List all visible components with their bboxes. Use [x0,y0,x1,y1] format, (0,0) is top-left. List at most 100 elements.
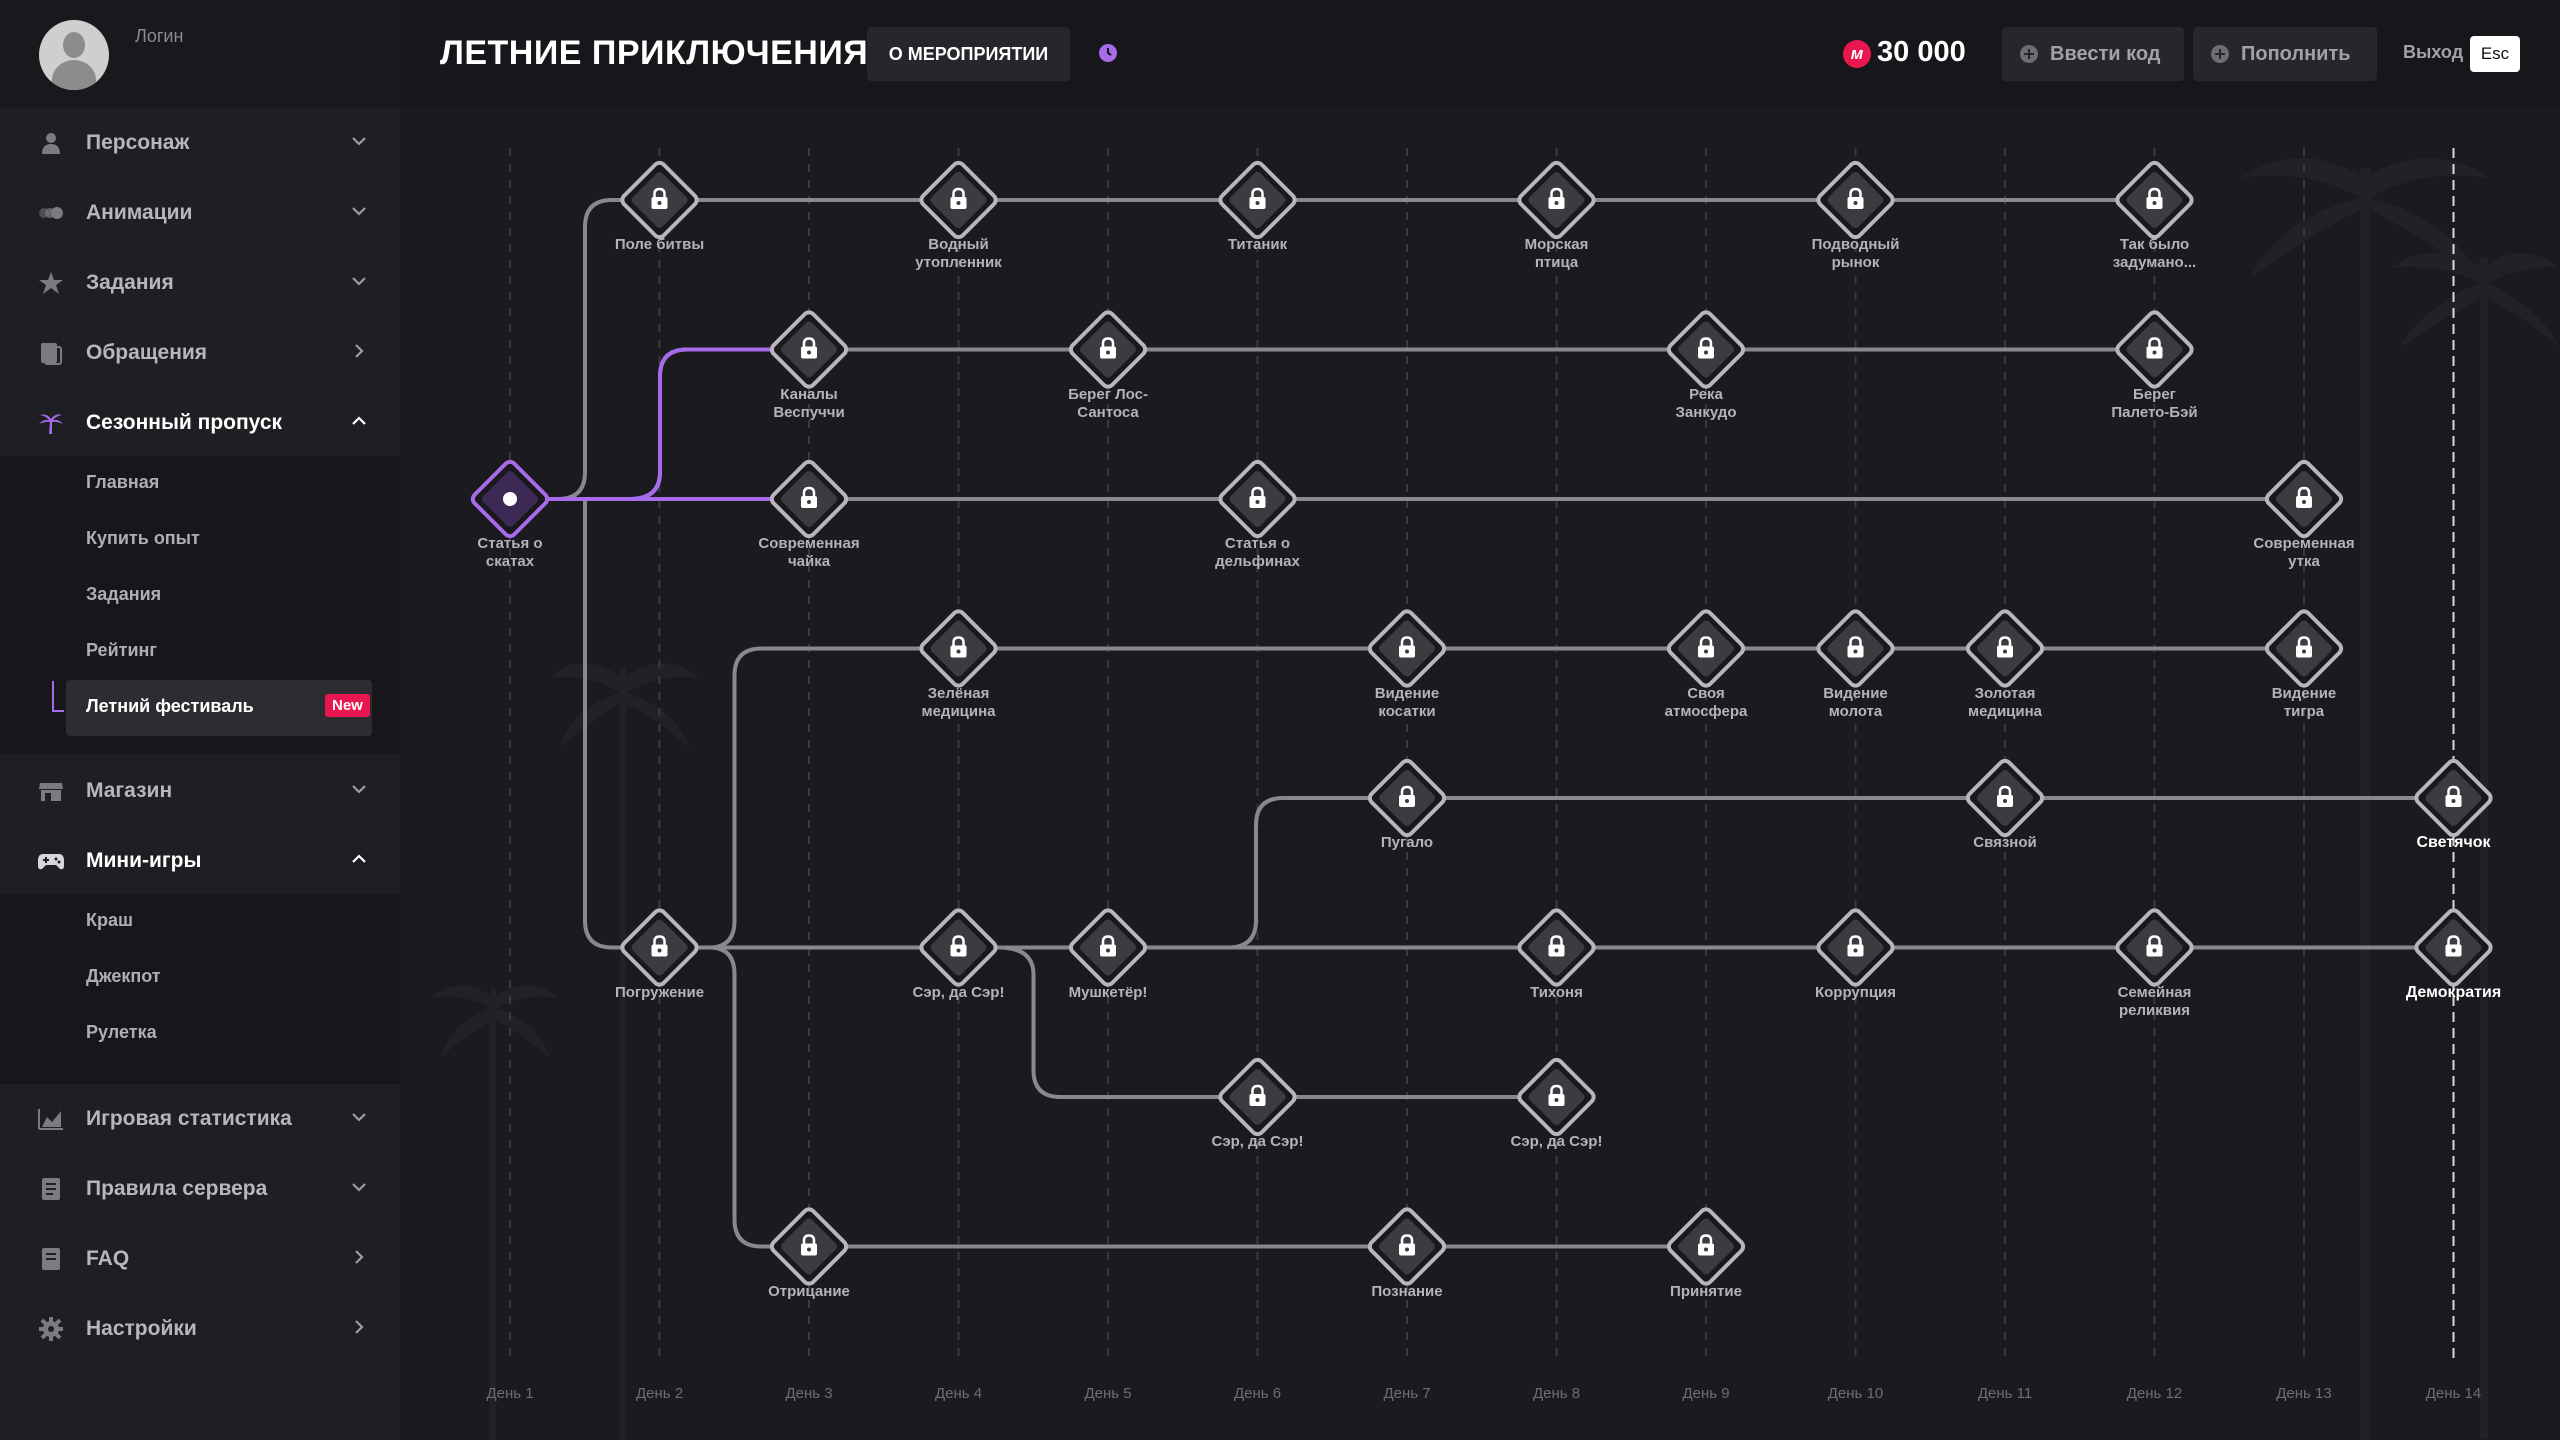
map-node-locked[interactable] [1816,160,1895,240]
node-label: Познание [1371,1282,1443,1300]
clock-icon[interactable] [1097,42,1119,64]
map-node-locked[interactable] [1666,310,1746,389]
submenu-item-crash[interactable]: Краш [86,910,133,930]
map-node-locked[interactable] [1218,459,1297,539]
node-label: Золотая медицина [1967,684,2043,720]
esc-key[interactable]: Esc [2470,36,2520,72]
map-node-locked[interactable] [620,160,699,240]
map-node-locked[interactable] [2115,160,2194,240]
sidebar-item-label: Игровая статистика [86,1107,292,1130]
submenu-item-summer-festival[interactable]: Летний фестиваль New [66,680,372,736]
enter-code-label: Ввести код [2050,43,2161,65]
map-node-locked[interactable] [1666,609,1746,688]
lock-icon [1847,636,1864,658]
sidebar-item-tasks[interactable]: Задания [0,250,400,316]
node-label: Титаник [1227,236,1288,253]
node-label: Погружение [614,983,705,1001]
lock-icon [1548,1084,1565,1106]
lock-icon [1698,636,1714,658]
map-node-locked[interactable] [2115,908,2194,987]
sidebar-item-minigames[interactable]: Мини-игры [0,828,400,894]
sidebar-item-tickets[interactable]: Обращения [0,320,400,386]
map-node-locked[interactable] [1517,908,1596,987]
person-icon [42,133,60,154]
animation-icon [39,207,63,219]
day-label: День 9 [1682,1385,1730,1402]
exit-label[interactable]: Выход [2403,42,2464,62]
node-label: Берег Палето-Бэй [2111,385,2198,421]
lock-icon [1847,187,1864,209]
sidebar-item-game-stats[interactable]: Игровая статистика [0,1086,400,1152]
map-node-locked[interactable] [1218,160,1297,240]
about-event-button[interactable]: О МЕРОПРИЯТИИ [867,27,1070,81]
map-node-locked[interactable] [919,609,998,688]
day-label: День 1 [486,1385,534,1402]
sidebar: Логин Персонаж Анимации Задания Обращени… [0,0,400,1440]
map-node-locked[interactable] [1666,1207,1746,1286]
map-node-locked[interactable] [919,908,998,987]
day-label: День 11 [1977,1385,2033,1402]
sidebar-item-animations[interactable]: Анимации [0,180,400,246]
plus-icon [2211,45,2229,63]
map-node-locked[interactable] [2414,908,2493,987]
lock-icon [1100,935,1116,957]
current-dot-icon [503,492,517,506]
palm-icon [39,414,63,434]
map-node-locked[interactable] [620,908,699,987]
top-up-button[interactable]: Пополнить [2193,27,2377,81]
chevron-right-icon [355,1320,364,1334]
map-node-locked[interactable] [1218,1057,1297,1137]
submenu-item-rating[interactable]: Рейтинг [86,640,157,660]
submenu-item-label: Летний фестиваль [86,696,254,716]
map-node-current[interactable] [470,459,550,539]
sidebar-item-server-rules[interactable]: Правила сервера [0,1156,400,1222]
node-label: Своя атмосфера [1664,684,1748,720]
palm-silhouettes [430,158,2560,1440]
map-node-locked[interactable] [1367,609,1447,688]
map-node-locked[interactable] [1517,160,1596,240]
map-node-locked[interactable] [1517,1057,1596,1137]
map-node-locked[interactable] [1965,758,2045,838]
sidebar-item-shop[interactable]: Магазин [0,758,400,824]
submenu-item-main[interactable]: Главная [86,472,160,492]
map-node-locked[interactable] [1068,908,1148,987]
map-node-locked[interactable] [919,160,998,240]
submenu-item-jackpot[interactable]: Джекпот [86,966,161,986]
map-node-locked[interactable] [1367,758,1447,838]
lock-icon [1399,1234,1415,1256]
chevron-down-icon [352,277,366,286]
submenu-item-roulette[interactable]: Рулетка [86,1022,157,1042]
chevron-down-icon [352,1183,366,1192]
map-node-locked[interactable] [769,1207,849,1286]
sidebar-item-faq[interactable]: FAQ [0,1226,400,1292]
map-node-locked[interactable] [769,310,849,389]
lock-icon [1548,935,1565,957]
sidebar-item-settings[interactable]: Настройки [0,1296,400,1362]
map-node-locked[interactable] [1965,609,2045,688]
map-node-locked[interactable] [1816,609,1895,688]
submenu-item-buy-xp[interactable]: Купить опыт [86,528,200,548]
map-node-locked[interactable] [2115,310,2194,389]
map-node-locked[interactable] [2414,758,2493,838]
settings-icon [39,1317,63,1341]
map-connection-path [709,945,1706,1249]
map-node-locked[interactable] [769,459,849,539]
map-node-locked[interactable] [1068,310,1148,389]
faq-icon [42,1248,60,1270]
avatar[interactable] [39,20,109,90]
sidebar-item-character[interactable]: Персонаж [0,110,400,176]
sidebar-item-season-pass[interactable]: Сезонный пропуск [0,390,400,456]
map-node-locked[interactable] [1367,1207,1447,1286]
node-label: Поле битвы [614,236,705,253]
map-node-locked[interactable] [1816,908,1895,987]
node-label: Отрицание [768,1282,850,1300]
enter-code-button[interactable]: Ввести код [2002,27,2184,81]
lock-icon [1399,785,1415,807]
star-icon [39,272,63,294]
day-label: День 14 [2425,1385,2482,1402]
map-node-locked[interactable] [2264,459,2344,539]
season-submenu: Главная Купить опыт Задания Рейтинг Летн… [0,456,400,754]
map-node-locked[interactable] [2264,609,2344,688]
submenu-item-tasks[interactable]: Задания [86,584,162,604]
node-label: Сэр, да Сэр! [912,983,1005,1001]
